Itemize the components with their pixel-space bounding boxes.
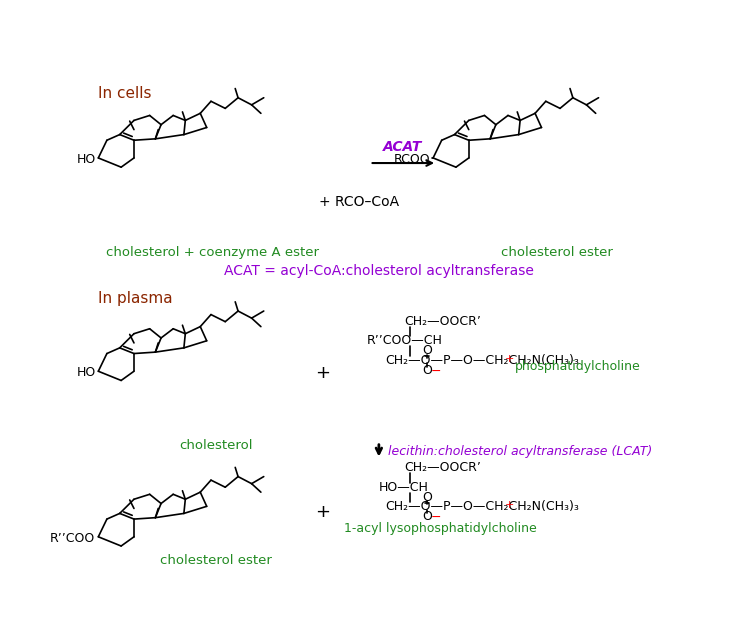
Text: R’’COO—CH: R’’COO—CH	[367, 335, 443, 348]
Text: cholesterol: cholesterol	[179, 438, 253, 452]
Text: In plasma: In plasma	[97, 291, 172, 306]
Text: HO—CH: HO—CH	[379, 481, 429, 493]
Text: 1-acyl lysophosphatidylcholine: 1-acyl lysophosphatidylcholine	[344, 522, 537, 534]
Text: CH₂—O—P—O—CH₂CH₂N(CH₃)₃: CH₂—O—P—O—CH₂CH₂N(CH₃)₃	[385, 354, 579, 367]
Text: O: O	[422, 510, 432, 523]
Text: ACAT = acyl-CoA:cholesterol acyltransferase: ACAT = acyl-CoA:cholesterol acyltransfer…	[224, 264, 534, 278]
Text: +: +	[315, 503, 331, 521]
Text: lecithin:cholesterol acyltransferase (LCAT): lecithin:cholesterol acyltransferase (LC…	[388, 445, 652, 458]
Text: R’’COO: R’’COO	[50, 532, 95, 545]
Text: −: −	[431, 364, 441, 378]
Text: cholesterol + coenzyme A ester: cholesterol + coenzyme A ester	[105, 246, 318, 259]
Text: CH₂—OOCR’: CH₂—OOCR’	[405, 461, 481, 474]
Text: RCOO: RCOO	[394, 153, 430, 166]
Text: cholesterol ester: cholesterol ester	[501, 246, 613, 259]
Text: CH₂—O—P—O—CH₂CH₂N(CH₃)₃: CH₂—O—P—O—CH₂CH₂N(CH₃)₃	[385, 500, 579, 513]
Text: ACAT: ACAT	[383, 140, 422, 154]
Text: cholesterol ester: cholesterol ester	[160, 554, 272, 567]
Text: + RCO–CoA: + RCO–CoA	[319, 195, 399, 209]
Text: +: +	[505, 500, 514, 510]
Text: +: +	[315, 364, 331, 382]
Text: +: +	[505, 354, 514, 364]
Text: O: O	[422, 364, 432, 377]
Text: In cells: In cells	[97, 86, 151, 101]
Text: −: −	[431, 511, 441, 524]
Text: HO: HO	[77, 153, 96, 166]
Text: O: O	[422, 344, 432, 357]
Text: phosphatidylcholine: phosphatidylcholine	[514, 360, 640, 373]
Text: CH₂—OOCR’: CH₂—OOCR’	[405, 315, 481, 328]
Text: HO: HO	[77, 366, 96, 380]
Text: O: O	[422, 491, 432, 504]
